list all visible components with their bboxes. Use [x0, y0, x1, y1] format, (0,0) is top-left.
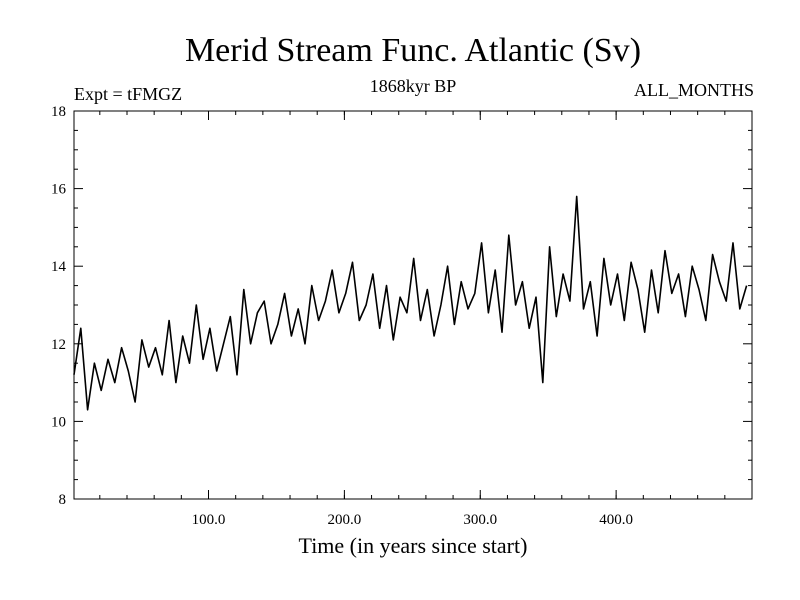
- x-tick-label: 400.0: [599, 512, 633, 528]
- y-tick-label: 14: [51, 259, 67, 275]
- x-tick-label: 100.0: [192, 512, 226, 528]
- y-tick-label: 8: [59, 492, 67, 508]
- y-tick-label: 16: [51, 182, 67, 198]
- x-axis-label: Time (in years since start): [298, 533, 528, 558]
- series-line: [73, 195, 748, 411]
- x-tick-label: 200.0: [328, 512, 362, 528]
- period-label: 1868kyr BP: [369, 76, 457, 96]
- y-tick-label: 12: [51, 337, 66, 353]
- plot-frame: [73, 110, 753, 500]
- y-tick-label: 10: [51, 414, 66, 430]
- y-tick-label: 18: [51, 104, 66, 120]
- experiment-label: Expt = tFMGZ: [74, 84, 183, 104]
- x-tick-label: 300.0: [463, 512, 497, 528]
- months-label: ALL_MONTHS: [634, 80, 754, 100]
- chart-title: Merid Stream Func. Atlantic (Sv): [184, 32, 642, 69]
